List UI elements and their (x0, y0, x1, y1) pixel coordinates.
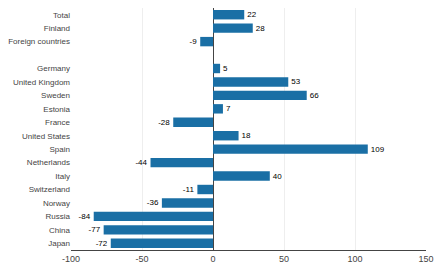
svg-text:100: 100 (347, 254, 362, 264)
svg-text:France: France (45, 118, 70, 127)
svg-text:5: 5 (223, 64, 228, 73)
svg-text:22: 22 (247, 10, 256, 19)
svg-text:66: 66 (310, 91, 319, 100)
svg-text:Norway: Norway (43, 199, 70, 208)
svg-text:109: 109 (371, 145, 385, 154)
svg-text:Sweden: Sweden (41, 91, 70, 100)
svg-text:150: 150 (418, 254, 433, 264)
svg-text:-28: -28 (158, 118, 170, 127)
svg-text:-9: -9 (190, 37, 198, 46)
svg-text:Italy: Italy (55, 172, 70, 181)
svg-text:-11: -11 (183, 185, 195, 194)
svg-text:-100: -100 (62, 254, 80, 264)
svg-text:China: China (49, 226, 70, 235)
svg-text:Foreign countries: Foreign countries (8, 37, 70, 46)
svg-text:Netherlands: Netherlands (27, 158, 70, 167)
svg-text:-44: -44 (135, 158, 147, 167)
svg-text:Finland: Finland (44, 24, 70, 33)
svg-text:50: 50 (279, 254, 289, 264)
svg-text:28: 28 (256, 24, 265, 33)
svg-text:7: 7 (226, 104, 231, 113)
svg-text:40: 40 (273, 172, 282, 181)
svg-text:Russia: Russia (46, 212, 71, 221)
svg-text:Germany: Germany (37, 64, 70, 73)
svg-text:-84: -84 (79, 212, 91, 221)
svg-text:53: 53 (291, 77, 300, 86)
svg-text:-72: -72 (96, 239, 108, 248)
svg-text:Spain: Spain (50, 145, 70, 154)
svg-text:United Kingdom: United Kingdom (13, 78, 70, 87)
svg-text:-50: -50 (135, 254, 148, 264)
svg-text:Switzerland: Switzerland (29, 185, 70, 194)
svg-text:0: 0 (210, 254, 215, 264)
svg-text:Estonia: Estonia (43, 105, 70, 114)
svg-text:18: 18 (242, 131, 251, 140)
svg-text:United States: United States (22, 132, 70, 141)
svg-text:-36: -36 (147, 198, 159, 207)
svg-text:Japan: Japan (48, 239, 70, 248)
svg-text:Total: Total (53, 11, 70, 20)
svg-text:-77: -77 (89, 225, 101, 234)
